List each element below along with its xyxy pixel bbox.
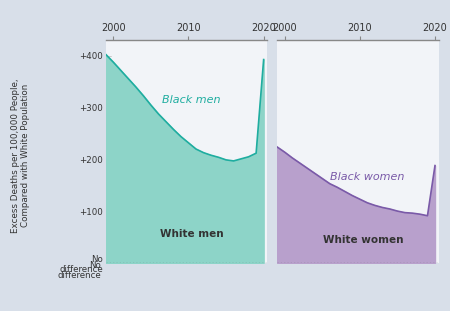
Text: Black men: Black men <box>162 95 220 105</box>
Text: Excess Deaths per 100,000 People,
Compared with White Population: Excess Deaths per 100,000 People, Compar… <box>10 78 30 233</box>
Text: Black women: Black women <box>330 173 404 183</box>
Text: White women: White women <box>323 234 404 244</box>
Text: White men: White men <box>160 229 224 239</box>
Text: No
difference: No difference <box>58 261 101 280</box>
